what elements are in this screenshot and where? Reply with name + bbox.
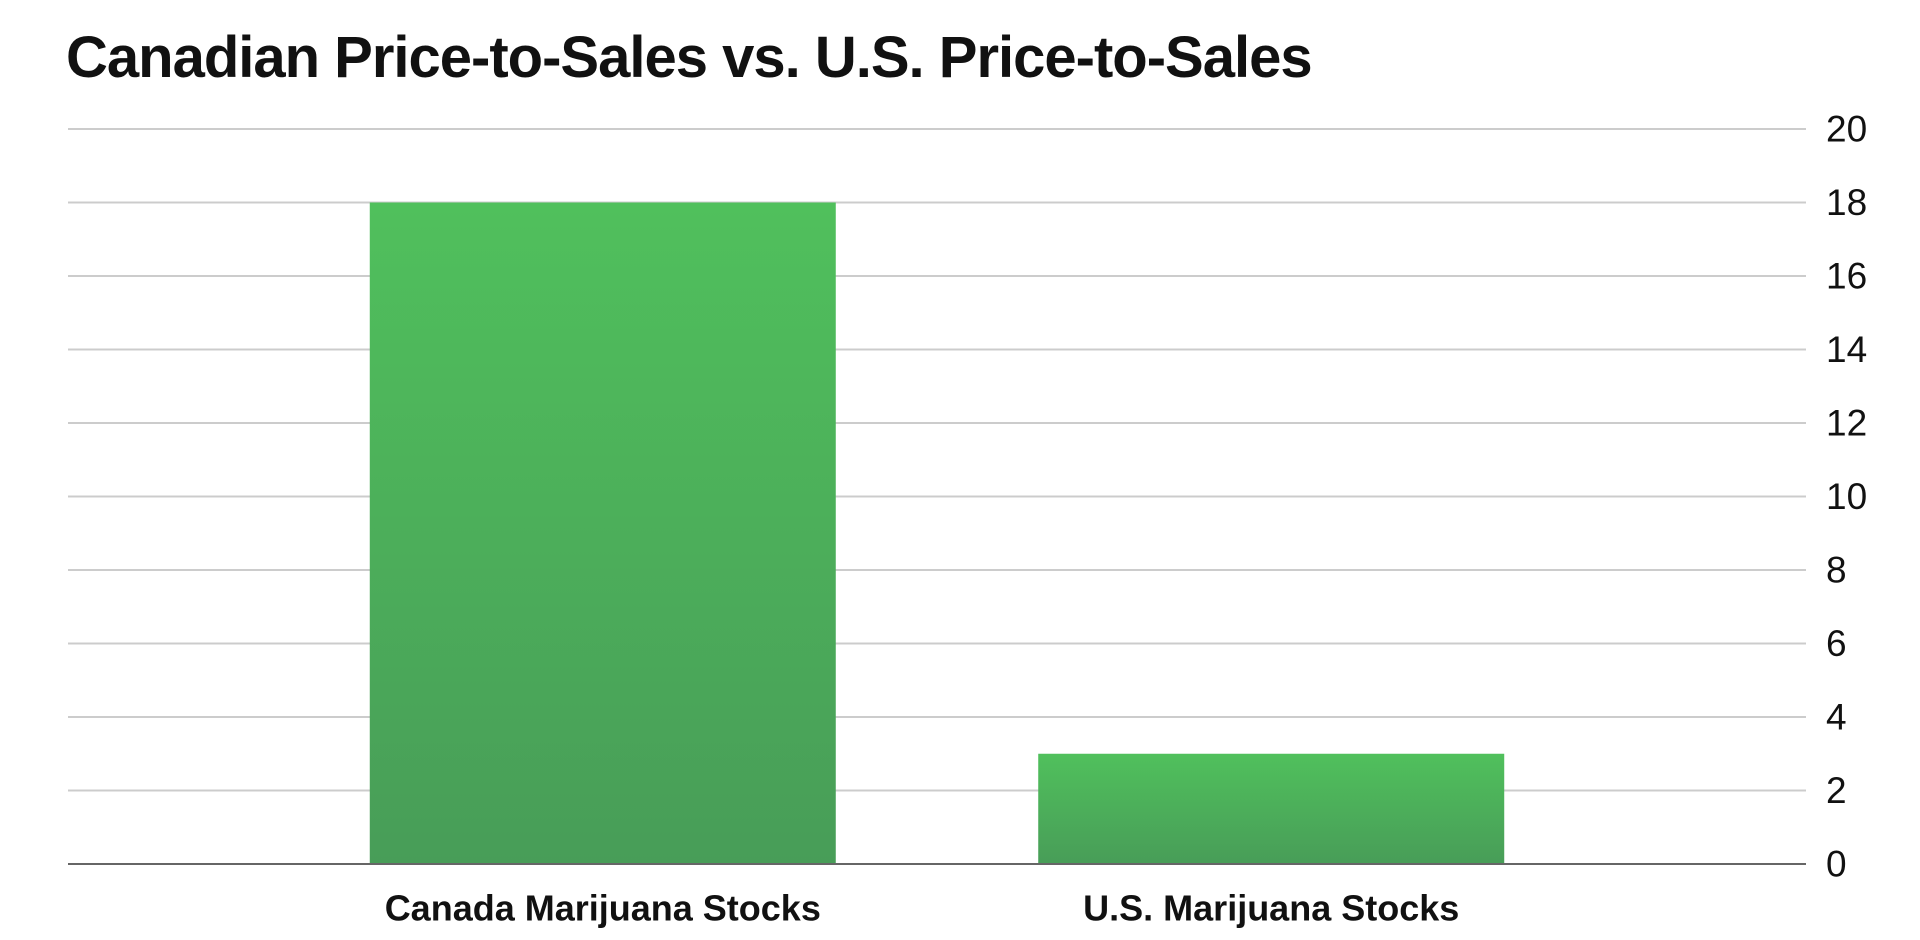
- x-axis-labels: Canada Marijuana Stocks U.S. Marijuana St…: [385, 888, 1460, 929]
- y-tick-label: 10: [1826, 476, 1867, 517]
- y-axis-ticks: 0 2 4 6 8 10 12 14 16 18 20: [1826, 109, 1867, 885]
- y-tick-label: 18: [1826, 182, 1867, 223]
- y-tick-label: 8: [1826, 550, 1847, 591]
- bars: [369, 202, 1505, 864]
- y-tick-label: 4: [1826, 697, 1847, 738]
- y-tick-label: 14: [1826, 329, 1867, 370]
- y-tick-label: 20: [1826, 109, 1867, 150]
- x-category-label: U.S. Marijuana Stocks: [1083, 888, 1459, 929]
- y-tick-label: 0: [1826, 844, 1847, 885]
- y-tick-label: 12: [1826, 403, 1867, 444]
- x-category-label: Canada Marijuana Stocks: [385, 888, 821, 929]
- y-tick-label: 6: [1826, 623, 1847, 664]
- bar: [1038, 753, 1505, 864]
- gridlines: [68, 128, 1806, 792]
- y-tick-label: 16: [1826, 256, 1867, 297]
- y-tick-label: 2: [1826, 770, 1847, 811]
- chart-title: Canadian Price-to-Sales vs. U.S. Price-t…: [66, 25, 1313, 90]
- bar: [369, 202, 836, 864]
